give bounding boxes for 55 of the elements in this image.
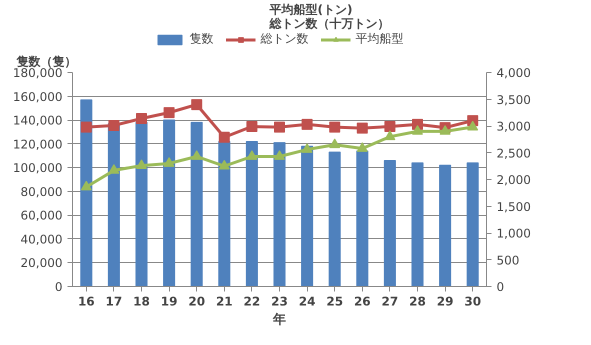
y-tick-label: 140,000 [12,114,62,128]
x-tick-label: 24 [298,294,316,308]
y2-tick-label: 3,000 [496,120,531,134]
bar [190,122,203,286]
bar [135,122,148,286]
x-tick-label: 19 [160,294,178,308]
bar [384,160,396,286]
legend-label: 平均船型 [356,30,404,48]
bar [218,140,230,286]
y-tick-label: 100,000 [12,161,62,176]
bar [273,142,286,286]
y2-tick-label: 1,500 [496,200,531,214]
y2-tick-label: 2,000 [496,173,531,187]
y-tick-label: 40,000 [20,232,63,246]
bar [80,99,92,286]
bar [328,152,341,286]
x-tick-label: 17 [106,294,122,308]
x-tick-label: 26 [354,294,371,308]
y-tick-label: 160,000 [12,90,62,104]
x-tick-label: 27 [382,294,398,308]
bar [163,120,176,286]
y-tick-label: 60,000 [20,208,63,223]
y2-tick-label: 0 [496,280,504,294]
bar [411,162,424,286]
x-tick-label: 28 [409,294,426,308]
y2-tick-label: 3,500 [496,92,531,107]
legend-label: 隻数 [190,30,214,48]
y-axis-title: 隻数（隻） [16,54,76,68]
y-tick-label: 0 [54,280,63,294]
x-tick-label: 30 [464,294,482,308]
x-tick-label: 23 [271,294,288,308]
x-tick-label: 25 [326,294,344,308]
y-tick-label: 120,000 [12,137,62,152]
x-axis-title: 年 [272,312,286,328]
bar [466,162,479,286]
y-tick-label: 20,000 [20,256,63,270]
y2-tick-label: 1,000 [496,226,531,240]
x-tick-label: 20 [188,294,206,308]
y2-tick-label: 500 [496,253,520,268]
y-tick-label: 80,000 [20,184,63,199]
y2-tick-label: 2,500 [496,146,531,160]
x-tick-label: 22 [244,294,260,308]
x-tick-label: 16 [78,294,95,308]
x-tick-label: 21 [216,294,233,308]
y2-tick-label: 4,000 [496,66,531,80]
legend-label: 総トン数 [260,30,308,48]
bar [246,140,258,286]
y-tick-label: 180,000 [12,66,62,80]
y2-axis-title: 平均船型(トン) 総トン数（十万トン） [268,2,390,30]
bar [108,123,120,286]
bar [356,150,368,286]
bar [301,146,314,286]
bar [439,164,452,286]
x-tick-label: 18 [133,294,150,308]
x-tick-label: 29 [436,294,454,308]
